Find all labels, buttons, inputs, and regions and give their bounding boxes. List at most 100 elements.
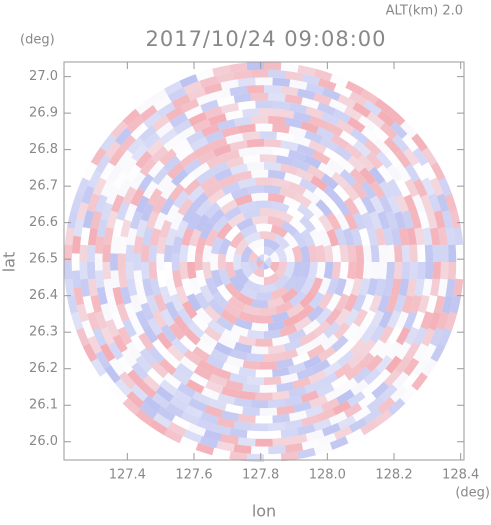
echo-cell (246, 430, 264, 439)
echo-cell (259, 208, 278, 218)
echo-cell (305, 404, 324, 418)
echo-cell (160, 324, 177, 343)
echo-cell (267, 296, 285, 308)
echo-cell (253, 267, 264, 278)
echo-cell (163, 135, 182, 152)
echo-cell (286, 302, 305, 318)
echo-cell (122, 398, 141, 416)
echo-cell (237, 437, 256, 447)
echo-cell (354, 262, 365, 280)
echo-cell (292, 376, 311, 390)
echo-cell (268, 445, 286, 455)
echo-cell (386, 164, 403, 183)
echo-cell (361, 211, 375, 231)
echo-cell (118, 270, 128, 288)
echo-cell (386, 341, 403, 360)
echo-cell (342, 183, 360, 202)
echo-cell (64, 227, 75, 246)
echo-cell (251, 399, 269, 409)
echo-cell (349, 338, 367, 356)
echo-cell (403, 147, 420, 167)
echo-cell (212, 215, 229, 233)
echo-cell (95, 270, 105, 288)
echo-cell (171, 337, 189, 355)
y-tick-label: 26.4 (29, 288, 58, 303)
echo-cell (291, 158, 311, 172)
echo-cell (173, 119, 192, 135)
echo-cell (95, 236, 105, 254)
echo-cell (221, 328, 241, 343)
echo-cell (155, 121, 174, 138)
echo-cell (334, 197, 351, 216)
echo-cell (280, 451, 299, 462)
echo-cell (255, 177, 273, 186)
echo-cell (273, 234, 290, 250)
echo-cell (285, 442, 304, 454)
echo-cell (352, 102, 372, 118)
echo-cell (248, 262, 259, 273)
echo-cell (299, 330, 318, 346)
echo-cell (363, 100, 382, 117)
echo-cell (264, 352, 282, 363)
echo-cell (147, 160, 165, 178)
echo-cell (229, 428, 248, 439)
echo-cell (171, 138, 191, 155)
echo-cell (92, 327, 107, 347)
echo-cell (421, 343, 437, 362)
x-tick-label: 128.2 (375, 468, 412, 483)
echo-cell (251, 299, 269, 309)
echo-cell (334, 145, 353, 162)
echo-cell (203, 325, 222, 342)
echo-cell (320, 111, 340, 127)
echo-cell (238, 367, 256, 378)
echo-cell (110, 311, 125, 330)
echo-cell (409, 295, 422, 314)
echo-cell (76, 201, 89, 221)
echo-cell (318, 292, 334, 310)
echo-cell (142, 374, 161, 392)
echo-cell (329, 436, 349, 450)
echo-cell (299, 178, 318, 194)
echo-cell (218, 237, 232, 255)
echo-cell (267, 320, 286, 332)
echo-cell (250, 69, 269, 78)
echo-cell (404, 341, 420, 361)
echo-cell (289, 290, 307, 308)
echo-cell (186, 379, 205, 394)
echo-cell (152, 338, 169, 357)
echo-cell (284, 419, 303, 430)
echo-cell (131, 143, 149, 162)
echo-cell (351, 181, 368, 200)
echo-cell (251, 192, 269, 202)
echo-cell (138, 332, 154, 351)
echo-cell (276, 131, 295, 143)
echo-cell (202, 262, 213, 280)
echo-cell (421, 358, 438, 377)
echo-cell (221, 181, 241, 196)
echo-cell (421, 177, 436, 197)
echo-cell (371, 381, 390, 399)
echo-cell (170, 212, 185, 231)
echo-cell (255, 100, 273, 109)
echo-cell (366, 228, 379, 246)
echo-cell (180, 98, 200, 113)
echo-cell (148, 244, 158, 262)
echo-cell (301, 438, 321, 451)
echo-cell (237, 177, 256, 189)
echo-cell (334, 227, 347, 246)
echo-cell (195, 269, 207, 288)
echo-cell (336, 119, 355, 135)
echo-cell (212, 65, 231, 77)
echo-cell (130, 171, 146, 191)
echo-cell (283, 245, 295, 262)
echo-cell (268, 422, 286, 432)
echo-cell (208, 208, 225, 226)
echo-cell (238, 146, 256, 157)
echo-cell (70, 193, 84, 213)
echo-cell (272, 390, 290, 401)
echo-cell (186, 293, 202, 312)
echo-cell (264, 238, 281, 252)
echo-cell (258, 262, 264, 270)
echo-cell (366, 278, 379, 296)
echo-cell (246, 62, 264, 71)
